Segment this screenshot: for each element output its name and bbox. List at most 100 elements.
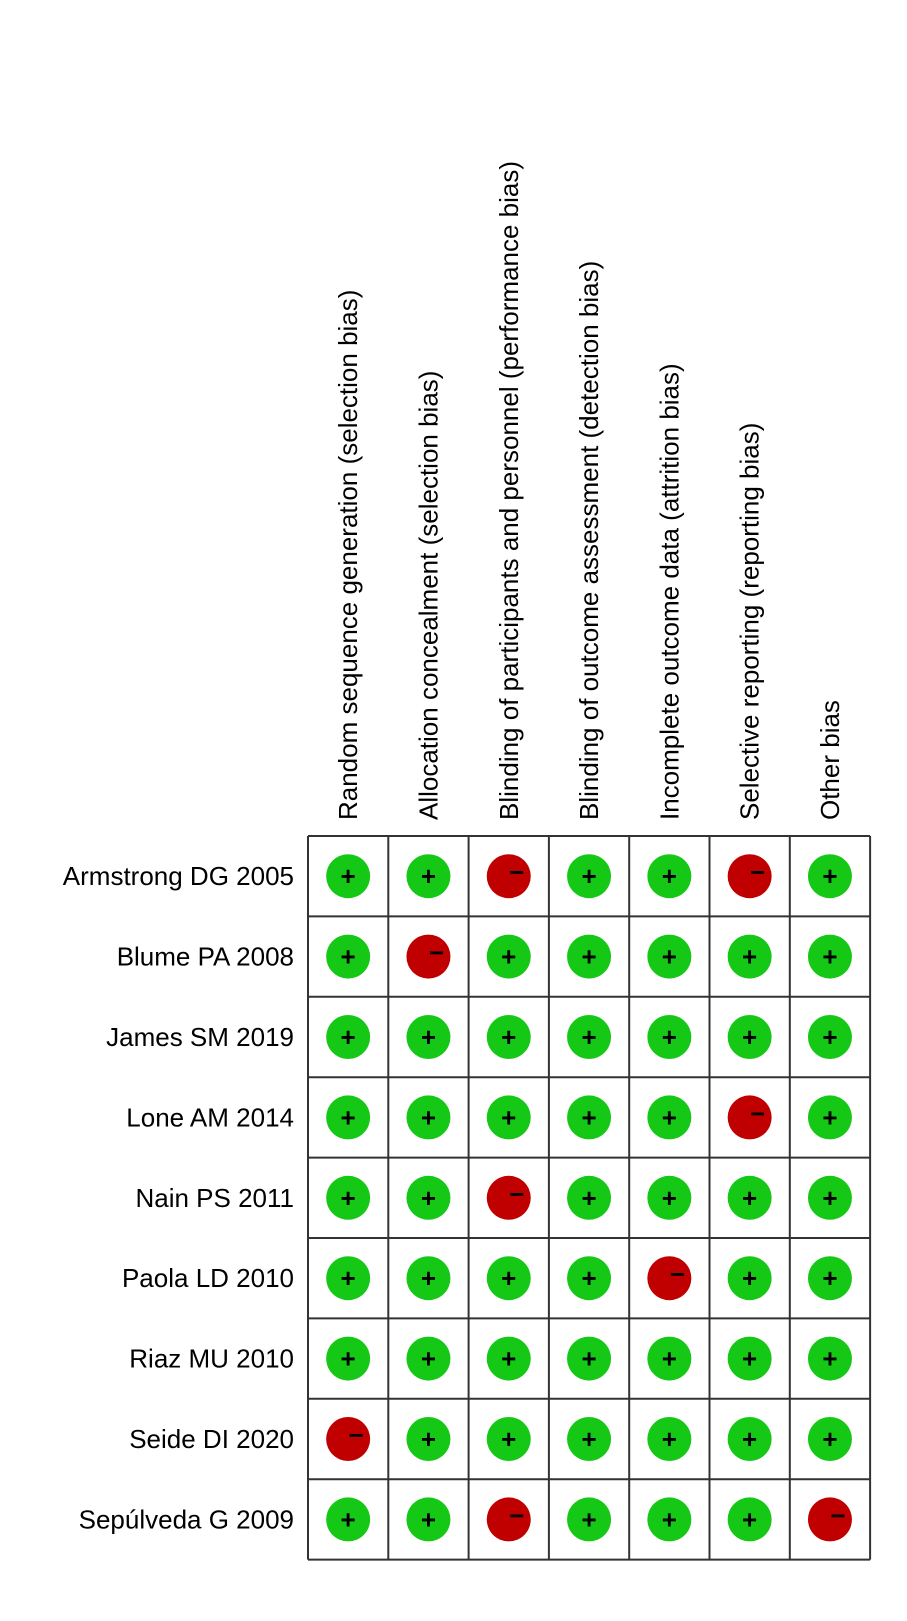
judgement-circle	[326, 854, 371, 899]
judgement-symbol: +	[421, 1022, 436, 1052]
judgement-circle	[406, 1175, 451, 1220]
judgement-circle	[486, 1497, 531, 1542]
judgement-circle	[647, 1497, 692, 1542]
column-header: Incomplete outcome data (attrition bias)	[654, 363, 684, 820]
judgement-circle	[807, 854, 852, 899]
judgement-symbol: +	[501, 942, 516, 972]
judgement-circle	[647, 1336, 692, 1381]
judgement-circle	[486, 854, 531, 899]
judgement-symbol: +	[581, 1102, 596, 1132]
judgement-symbol: +	[421, 1504, 436, 1534]
judgement-circle	[406, 1417, 451, 1461]
column-header: Other bias	[815, 700, 845, 820]
judgement-circle	[567, 1417, 612, 1461]
judgement-circle	[807, 1175, 852, 1220]
judgement-symbol: −	[429, 938, 444, 968]
judgement-circle	[807, 1015, 852, 1059]
judgement-symbol: +	[581, 1504, 596, 1534]
row-label: Lone AM 2014	[126, 1102, 294, 1132]
judgement-circle	[647, 1015, 692, 1059]
judgement-circle	[647, 1095, 692, 1140]
column-header: Random sequence generation (selection bi…	[333, 290, 363, 820]
judgement-circle	[727, 1015, 772, 1059]
judgement-symbol: +	[742, 942, 757, 972]
judgement-symbol: +	[581, 1344, 596, 1374]
row-label: Seide DI 2020	[129, 1424, 294, 1454]
judgement-circle	[326, 934, 371, 979]
judgement-circle	[406, 1095, 451, 1140]
judgement-circle	[727, 1497, 772, 1542]
judgement-symbol: −	[750, 857, 765, 887]
judgement-symbol: +	[822, 1424, 837, 1454]
judgement-circle	[647, 1417, 692, 1461]
judgement-symbol: +	[501, 1344, 516, 1374]
judgement-circle	[567, 1497, 612, 1542]
judgement-symbol: −	[509, 1179, 524, 1209]
judgement-circle	[567, 854, 612, 899]
column-header: Selective reporting (reporting bias)	[735, 423, 765, 820]
judgement-circle	[326, 1417, 371, 1461]
column-header: Allocation concealment (selection bias)	[413, 371, 443, 820]
judgement-circle	[486, 1336, 531, 1381]
row-label: Paola LD 2010	[122, 1263, 294, 1293]
judgement-circle	[406, 1336, 451, 1381]
judgement-symbol: +	[341, 1183, 356, 1213]
row-label: Sepúlveda G 2009	[79, 1504, 294, 1534]
judgement-circle	[326, 1256, 371, 1301]
judgement-symbol: +	[662, 861, 677, 891]
judgement-symbol: +	[421, 1263, 436, 1293]
judgement-symbol: +	[581, 1424, 596, 1454]
judgement-circle	[647, 1256, 692, 1301]
judgement-circle	[807, 1336, 852, 1381]
judgement-symbol: +	[341, 1022, 356, 1052]
judgement-symbol: +	[822, 1183, 837, 1213]
row-label: Riaz MU 2010	[129, 1344, 294, 1374]
judgement-circle	[486, 1417, 531, 1461]
row-label: Nain PS 2011	[135, 1183, 294, 1213]
judgement-symbol: +	[581, 942, 596, 972]
judgement-circle	[567, 1336, 612, 1381]
judgement-circle	[326, 1336, 371, 1381]
judgement-circle	[567, 934, 612, 979]
judgement-symbol: +	[662, 1424, 677, 1454]
judgement-circle	[326, 1497, 371, 1542]
judgement-circle	[647, 1175, 692, 1220]
judgement-circle	[807, 1417, 852, 1461]
judgement-circle	[727, 1336, 772, 1381]
judgement-symbol: −	[830, 1500, 845, 1530]
judgement-symbol: +	[581, 1263, 596, 1293]
judgement-symbol: −	[750, 1098, 765, 1128]
judgement-circle	[486, 934, 531, 979]
judgement-symbol: +	[742, 1504, 757, 1534]
judgement-circle	[727, 1256, 772, 1301]
row-label: Armstrong DG 2005	[63, 861, 294, 891]
judgement-symbol: +	[421, 1102, 436, 1132]
judgement-symbol: +	[341, 942, 356, 972]
judgement-symbol: +	[341, 1504, 356, 1534]
judgement-circle	[727, 854, 772, 899]
judgement-circle	[727, 1095, 772, 1140]
judgement-circle	[486, 1175, 531, 1220]
column-header: Blinding of participants and personnel (…	[494, 161, 524, 820]
judgement-circle	[406, 1256, 451, 1301]
judgement-symbol: +	[742, 1344, 757, 1374]
judgement-symbol: +	[501, 1263, 516, 1293]
judgement-symbol: +	[822, 1022, 837, 1052]
judgement-circle	[326, 1095, 371, 1140]
judgement-symbol: +	[662, 1022, 677, 1052]
judgement-symbol: +	[501, 1424, 516, 1454]
judgement-symbol: +	[662, 942, 677, 972]
judgement-circle	[486, 1256, 531, 1301]
judgement-circle	[567, 1175, 612, 1220]
judgement-symbol: +	[662, 1183, 677, 1213]
judgement-circle	[807, 1497, 852, 1542]
judgement-circle	[486, 1015, 531, 1059]
judgement-symbol: −	[349, 1420, 364, 1450]
column-header: Blinding of outcome assessment (detectio…	[574, 261, 604, 820]
judgement-circle	[567, 1015, 612, 1059]
judgement-symbol: +	[581, 861, 596, 891]
judgement-symbol: +	[662, 1344, 677, 1374]
judgement-symbol: +	[581, 1022, 596, 1052]
